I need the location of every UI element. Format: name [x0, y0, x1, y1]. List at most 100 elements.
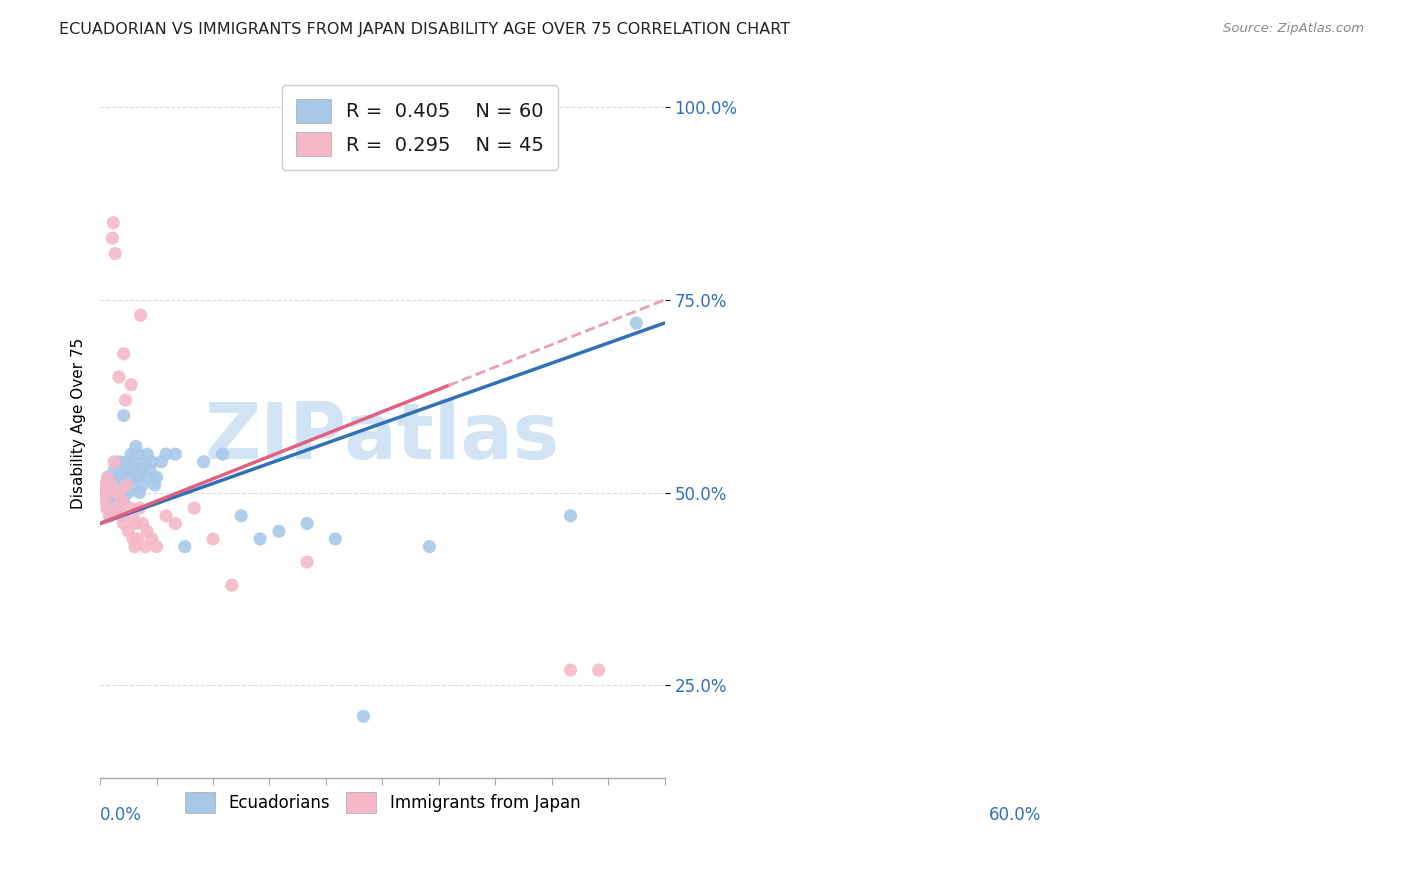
- Point: [128, 485, 150, 500]
- Point: [110, 470, 132, 484]
- Point: [112, 462, 135, 476]
- Point: [560, 663, 582, 677]
- Point: [108, 501, 131, 516]
- Point: [105, 493, 128, 508]
- Point: [101, 478, 124, 492]
- Point: [136, 524, 159, 539]
- Point: [231, 508, 253, 523]
- Point: [150, 455, 173, 469]
- Point: [323, 532, 346, 546]
- Point: [98, 508, 121, 523]
- Point: [131, 478, 153, 492]
- Point: [127, 470, 149, 484]
- Point: [125, 516, 148, 531]
- Point: [98, 485, 121, 500]
- Point: [96, 501, 118, 516]
- Point: [134, 540, 156, 554]
- Point: [221, 578, 243, 592]
- Point: [173, 540, 195, 554]
- Point: [111, 485, 134, 500]
- Text: 0.0%: 0.0%: [100, 806, 142, 824]
- Point: [98, 485, 121, 500]
- Point: [96, 493, 118, 508]
- Text: Source: ZipAtlas.com: Source: ZipAtlas.com: [1223, 22, 1364, 36]
- Point: [120, 501, 142, 516]
- Point: [117, 485, 139, 500]
- Point: [560, 508, 582, 523]
- Point: [122, 532, 145, 546]
- Point: [115, 478, 138, 492]
- Point: [165, 447, 187, 461]
- Point: [143, 478, 166, 492]
- Point: [108, 370, 131, 384]
- Point: [136, 447, 159, 461]
- Point: [124, 540, 146, 554]
- Point: [105, 470, 128, 484]
- Point: [295, 555, 318, 569]
- Point: [112, 516, 135, 531]
- Point: [108, 455, 131, 469]
- Point: [117, 524, 139, 539]
- Point: [120, 447, 142, 461]
- Point: [136, 470, 159, 484]
- Point: [101, 231, 124, 245]
- Point: [145, 540, 167, 554]
- Point: [353, 709, 375, 723]
- Point: [129, 308, 152, 322]
- Point: [127, 447, 149, 461]
- Point: [155, 447, 177, 461]
- Point: [94, 478, 117, 492]
- Point: [139, 462, 162, 476]
- Point: [91, 485, 114, 500]
- Point: [155, 508, 177, 523]
- Point: [105, 501, 128, 516]
- Point: [112, 493, 135, 508]
- Text: 60.0%: 60.0%: [988, 806, 1040, 824]
- Point: [91, 485, 114, 500]
- Point: [100, 478, 122, 492]
- Point: [120, 377, 142, 392]
- Point: [129, 462, 152, 476]
- Point: [104, 485, 127, 500]
- Legend: Ecuadorians, Immigrants from Japan: Ecuadorians, Immigrants from Japan: [179, 786, 586, 820]
- Point: [103, 455, 125, 469]
- Point: [249, 532, 271, 546]
- Point: [211, 447, 233, 461]
- Point: [115, 455, 138, 469]
- Point: [98, 508, 121, 523]
- Point: [295, 516, 318, 531]
- Point: [103, 216, 125, 230]
- Point: [626, 316, 648, 330]
- Point: [103, 501, 125, 516]
- Point: [97, 470, 120, 484]
- Point: [183, 501, 205, 516]
- Point: [122, 508, 145, 523]
- Point: [103, 462, 125, 476]
- Point: [145, 470, 167, 484]
- Point: [111, 493, 134, 508]
- Point: [117, 462, 139, 476]
- Text: ECUADORIAN VS IMMIGRANTS FROM JAPAN DISABILITY AGE OVER 75 CORRELATION CHART: ECUADORIAN VS IMMIGRANTS FROM JAPAN DISA…: [59, 22, 790, 37]
- Point: [100, 493, 122, 508]
- Point: [125, 439, 148, 453]
- Point: [122, 455, 145, 469]
- Point: [128, 501, 150, 516]
- Point: [134, 455, 156, 469]
- Y-axis label: Disability Age Over 75: Disability Age Over 75: [72, 338, 86, 509]
- Point: [418, 540, 440, 554]
- Point: [124, 462, 146, 476]
- Point: [108, 478, 131, 492]
- Point: [110, 508, 132, 523]
- Point: [141, 532, 163, 546]
- Point: [588, 663, 610, 677]
- Point: [98, 470, 121, 484]
- Point: [114, 393, 136, 408]
- Point: [131, 516, 153, 531]
- Point: [114, 478, 136, 492]
- Point: [97, 470, 120, 484]
- Point: [193, 455, 215, 469]
- Point: [94, 493, 117, 508]
- Point: [104, 246, 127, 260]
- Point: [105, 485, 128, 500]
- Point: [120, 470, 142, 484]
